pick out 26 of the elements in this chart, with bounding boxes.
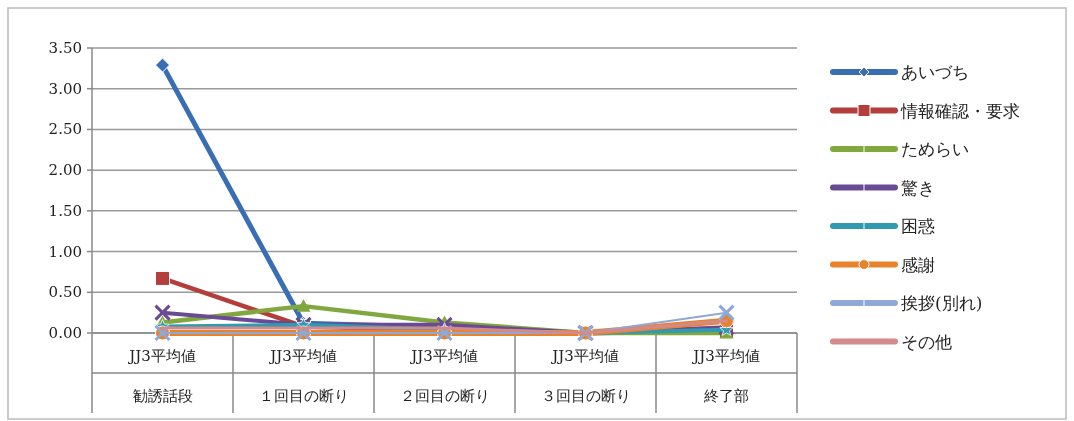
y-tick-label: 3.00 xyxy=(48,79,82,98)
text: JJ3平均値 xyxy=(691,347,760,365)
text: JJ3平均値 xyxy=(127,347,196,365)
legend-label: あいづち xyxy=(901,62,969,82)
text: JJ3平均値 xyxy=(268,347,337,365)
y-tick-label: 2.00 xyxy=(48,161,82,180)
x-tick-label: 勧誘話段 xyxy=(132,387,193,405)
legend-label: 感謝 xyxy=(901,254,935,275)
text: JJ3平均値 xyxy=(409,347,478,365)
x-tick-label: ２回目の断り xyxy=(399,387,490,405)
y-tick-label: 2.50 xyxy=(48,120,82,139)
x-tick-label: 終了部 xyxy=(703,387,749,405)
legend-label: 驚き xyxy=(901,177,935,198)
legend-label: ためらい xyxy=(901,139,969,159)
x-tick-label: ３回目の断り xyxy=(540,387,631,405)
text: JJ3平均値 xyxy=(550,347,619,365)
legend-label: その他 xyxy=(901,331,952,352)
y-tick-label: 1.50 xyxy=(48,201,82,220)
legend-label: 困惑 xyxy=(901,216,935,236)
legend-label: 情報確認・要求 xyxy=(900,100,1020,121)
y-tick-label: 0.00 xyxy=(48,324,82,342)
y-tick-label: 1.00 xyxy=(48,242,82,261)
y-tick-label: 0.50 xyxy=(48,283,82,302)
x-tick-label: １回目の断り xyxy=(258,387,349,405)
legend-label: 挨拶(別れ) xyxy=(901,293,983,313)
y-tick-label: 3.50 xyxy=(48,39,82,57)
